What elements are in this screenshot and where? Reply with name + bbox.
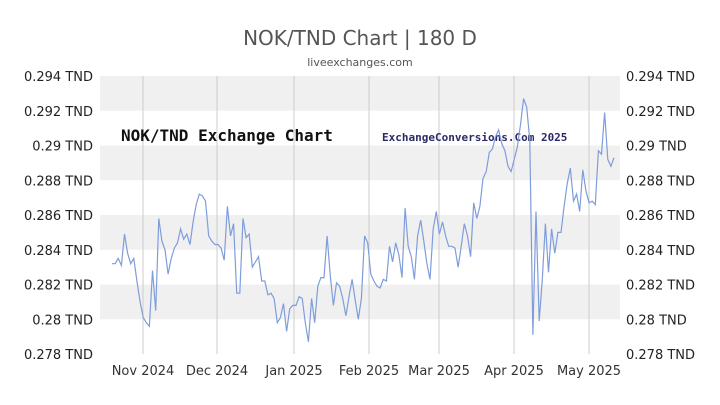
y-tick-label-right: 0.29 TND bbox=[626, 140, 687, 155]
chart-band bbox=[100, 319, 620, 354]
y-tick-label-left: 0.282 TND bbox=[24, 279, 93, 294]
y-tick-label-left: 0.284 TND bbox=[24, 244, 93, 259]
x-tick-label: Dec 2024 bbox=[186, 364, 248, 379]
chart-band bbox=[100, 215, 620, 250]
x-axis-labels: Nov 2024 Dec 2024 Jan 2025 Feb 2025 Mar 2025… bbox=[112, 364, 621, 379]
chart-title: NOK/TND Chart | 180 D bbox=[243, 26, 477, 50]
x-tick-label: Apr 2025 bbox=[484, 364, 544, 379]
y-tick-label-left: 0.278 TND bbox=[24, 348, 93, 363]
y-tick-label-left: 0.292 TND bbox=[24, 105, 93, 120]
y-tick-label-left: 0.288 TND bbox=[24, 174, 93, 189]
chart-overlay-label: NOK/TND Exchange Chart bbox=[121, 126, 333, 145]
chart-band bbox=[100, 249, 620, 285]
chart-band bbox=[100, 110, 620, 146]
y-tick-label-right: 0.294 TND bbox=[626, 70, 695, 85]
chart-bands bbox=[100, 76, 620, 354]
chart-subtitle: liveexchanges.com bbox=[307, 56, 413, 69]
y-tick-label-right: 0.28 TND bbox=[626, 313, 687, 328]
chart-band bbox=[100, 180, 620, 215]
y-tick-label-right: 0.286 TND bbox=[626, 209, 695, 224]
y-tick-label-right: 0.284 TND bbox=[626, 244, 695, 259]
x-tick-label: Nov 2024 bbox=[112, 364, 175, 379]
y-tick-label-left: 0.29 TND bbox=[32, 140, 93, 155]
chart-band bbox=[100, 145, 620, 181]
y-tick-label-right: 0.278 TND bbox=[626, 348, 695, 363]
y-tick-label-left: 0.294 TND bbox=[24, 70, 93, 85]
chart-watermark: ExchangeConversions.Com 2025 bbox=[382, 131, 567, 144]
x-tick-label: Jan 2025 bbox=[264, 364, 322, 379]
y-axis-labels: 0.294 TND 0.294 TND 0.292 TND 0.292 TND 0.29… bbox=[24, 70, 695, 363]
x-tick-label: Mar 2025 bbox=[408, 364, 470, 379]
y-tick-label-left: 0.28 TND bbox=[32, 313, 93, 328]
y-tick-label-right: 0.282 TND bbox=[626, 279, 695, 294]
y-tick-label-right: 0.292 TND bbox=[626, 105, 695, 120]
x-tick-label: Feb 2025 bbox=[339, 364, 399, 379]
x-tick-label: May 2025 bbox=[557, 364, 621, 379]
series-line bbox=[112, 98, 615, 342]
y-tick-label-right: 0.288 TND bbox=[626, 174, 695, 189]
chart-vertical-grid bbox=[142, 76, 590, 354]
chart-band bbox=[100, 76, 620, 111]
y-tick-label-left: 0.286 TND bbox=[24, 209, 93, 224]
